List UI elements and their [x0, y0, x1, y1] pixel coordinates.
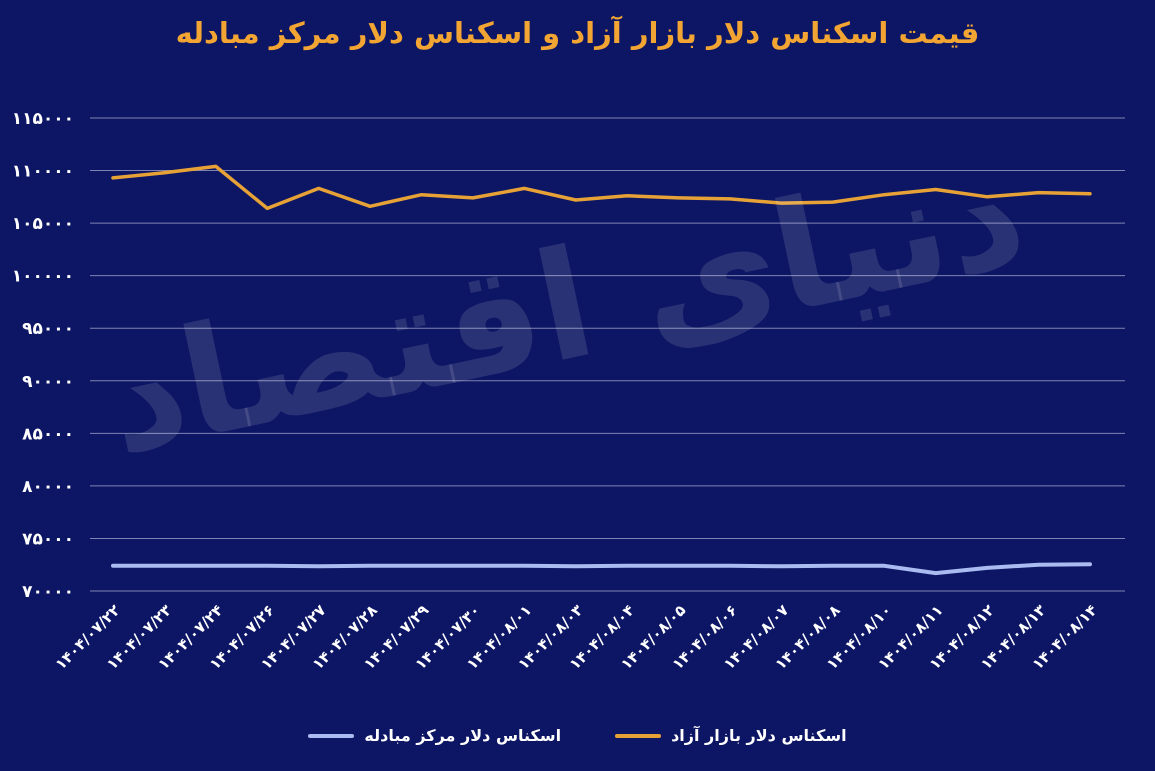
y-tick-label: ۷۵۰۰۰: [22, 529, 74, 549]
legend-swatch-free-market: [615, 733, 662, 738]
y-tick-label: ۱۰۰۰۰۰: [12, 267, 74, 287]
y-tick-label: ۷۰۰۰۰: [22, 582, 74, 602]
legend-swatch-exchange-center: [308, 733, 355, 738]
series-line-exchange-center: [111, 562, 1092, 576]
chart-title: قیمت اسکناس دلار بازار آزاد و اسکناس دلا…: [175, 16, 980, 50]
legend: اسکناس دلار مرکز مبادله اسکناس دلار بازا…: [0, 726, 1155, 745]
y-tick-label: ۱۰۵۰۰۰: [12, 214, 74, 234]
y-tick-label: ۹۰۰۰۰: [22, 372, 74, 392]
legend-item-exchange-center: اسکناس دلار مرکز مبادله: [308, 726, 561, 745]
y-tick-label: ۹۵۰۰۰: [22, 319, 74, 339]
y-tick-label: ۱۱۰۰۰۰: [12, 162, 74, 182]
legend-label-free-market: اسکناس دلار بازار آزاد: [671, 726, 847, 745]
y-tick-label: ۸۵۰۰۰: [22, 424, 74, 444]
legend-label-exchange-center: اسکناس دلار مرکز مبادله: [364, 726, 562, 745]
series-line-free-market: [111, 164, 1092, 211]
y-tick-label: ۱۱۵۰۰۰: [12, 109, 74, 129]
y-tick-label: ۸۰۰۰۰: [22, 477, 74, 497]
legend-item-free-market: اسکناس دلار بازار آزاد: [615, 726, 847, 745]
